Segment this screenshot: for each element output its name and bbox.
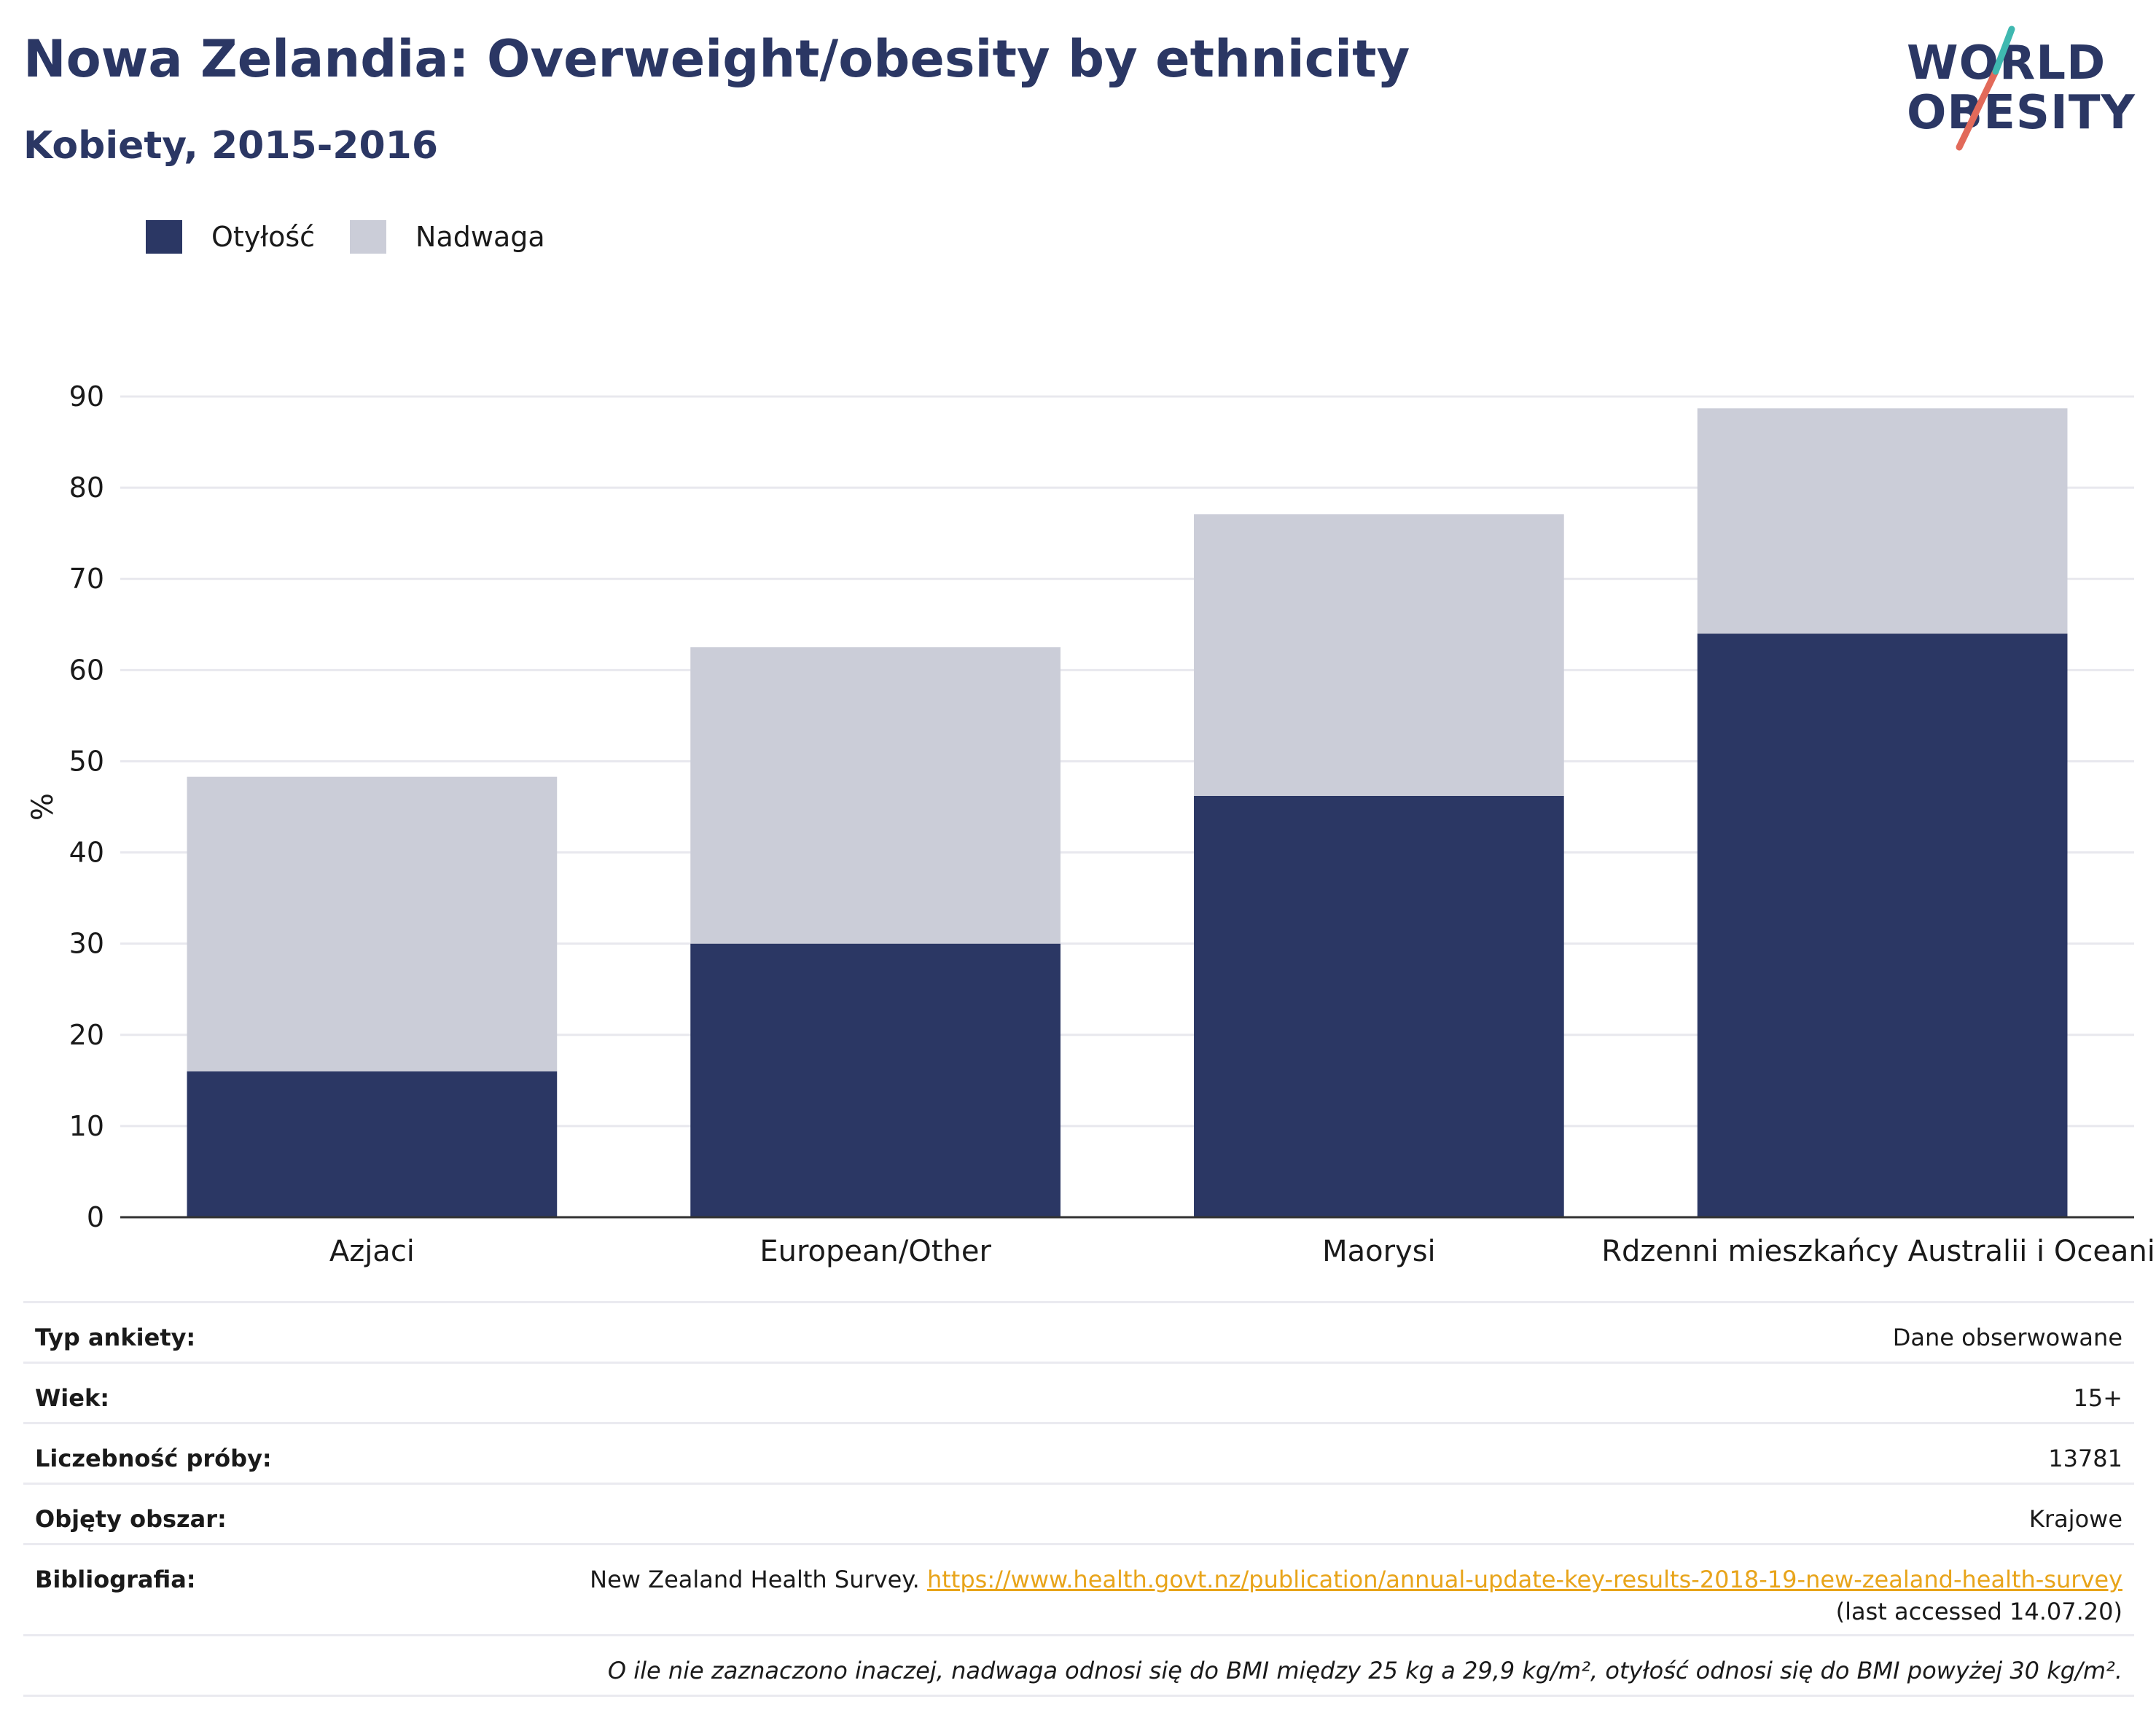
x-tick-label: Rdzenni mieszkańcy Australii i Oceanii	[1601, 1235, 2156, 1268]
bar-overweight	[1697, 408, 2068, 634]
bibliography-source: New Zealand Health Survey.	[590, 1566, 920, 1593]
y-axis-label: %	[26, 793, 60, 821]
y-tick-label: 0	[87, 1201, 104, 1233]
world-obesity-logo: WORLD OBESITY	[1902, 22, 2136, 153]
bar-obesity	[1697, 633, 2068, 1217]
y-tick-label: 60	[69, 654, 104, 686]
legend-label-obesity: Otyłość	[211, 221, 316, 253]
legend-item-overweight[interactable]: Nadwaga	[350, 220, 545, 254]
legend-swatch-overweight	[350, 220, 387, 254]
info-row-sample-size: Liczebność próby: 13781	[23, 1422, 2134, 1483]
bmi-note: O ile nie zaznaczono inaczej, nadwaga od…	[607, 1657, 2122, 1684]
info-row-note: O ile nie zaznaczono inaczej, nadwaga od…	[23, 1634, 2134, 1697]
x-tick-label: European/Other	[759, 1235, 991, 1268]
info-row-age: Wiek: 15+	[23, 1362, 2134, 1422]
y-tick-label: 50	[69, 745, 104, 777]
chart-subtitle: Kobiety, 2015-2016	[23, 124, 439, 168]
y-tick-label: 30	[69, 928, 104, 960]
info-label: Liczebność próby:	[35, 1445, 272, 1472]
y-tick-label: 70	[69, 563, 104, 595]
chart-title: Nowa Zelandia: Overweight/obesity by eth…	[23, 29, 1410, 89]
info-label: Bibliografia:	[35, 1566, 196, 1593]
bibliography-value: New Zealand Health Survey. https://www.h…	[590, 1566, 2122, 1593]
bar-overweight	[187, 776, 558, 1071]
legend-label-overweight: Nadwaga	[415, 221, 545, 253]
info-label: Wiek:	[35, 1384, 110, 1412]
chart-legend: Otyłość Nadwaga	[146, 219, 580, 255]
y-tick-label: 10	[69, 1110, 104, 1142]
info-value: 13781	[2048, 1445, 2122, 1472]
y-tick-label: 80	[69, 472, 104, 504]
info-row-bibliography: Bibliografia: New Zealand Health Survey.…	[23, 1543, 2134, 1634]
bar-obesity	[690, 943, 1061, 1217]
bibliography-link[interactable]: https://www.health.govt.nz/publication/a…	[926, 1566, 2122, 1593]
y-tick-label: 40	[69, 837, 104, 869]
bar-overweight	[1194, 514, 1564, 796]
bar-overweight	[690, 647, 1061, 944]
info-row-coverage: Objęty obszar: Krajowe	[23, 1483, 2134, 1543]
info-value: 15+	[2073, 1384, 2122, 1412]
stacked-bar-chart: 0 10 20 30 40 50 60 70 80 90% Azjaci European/Other…	[26, 380, 2156, 1268]
bar-obesity	[187, 1071, 558, 1217]
info-table: Typ ankiety: Dane obserwowane Wiek: 15+ …	[23, 1301, 2134, 1697]
info-value: Krajowe	[2028, 1505, 2122, 1533]
logo-line-2: OBESITY	[1907, 86, 2136, 140]
info-value: Dane obserwowane	[1892, 1324, 2122, 1351]
legend-swatch-obesity	[146, 220, 182, 254]
bar-obesity	[1194, 795, 1564, 1217]
info-row-survey-type: Typ ankiety: Dane obserwowane	[23, 1301, 2134, 1362]
x-tick-label: Maorysi	[1322, 1235, 1436, 1268]
y-tick-label: 90	[69, 380, 104, 413]
x-tick-label: Azjaci	[329, 1235, 415, 1268]
info-label: Objęty obszar:	[35, 1505, 227, 1533]
logo-slash-icon	[1956, 26, 2015, 151]
bibliography-accessed: (last accessed 14.07.20)	[1835, 1598, 2122, 1625]
info-label: Typ ankiety:	[35, 1324, 196, 1351]
y-tick-label: 20	[69, 1019, 104, 1051]
legend-item-obesity[interactable]: Otyłość	[146, 220, 315, 254]
